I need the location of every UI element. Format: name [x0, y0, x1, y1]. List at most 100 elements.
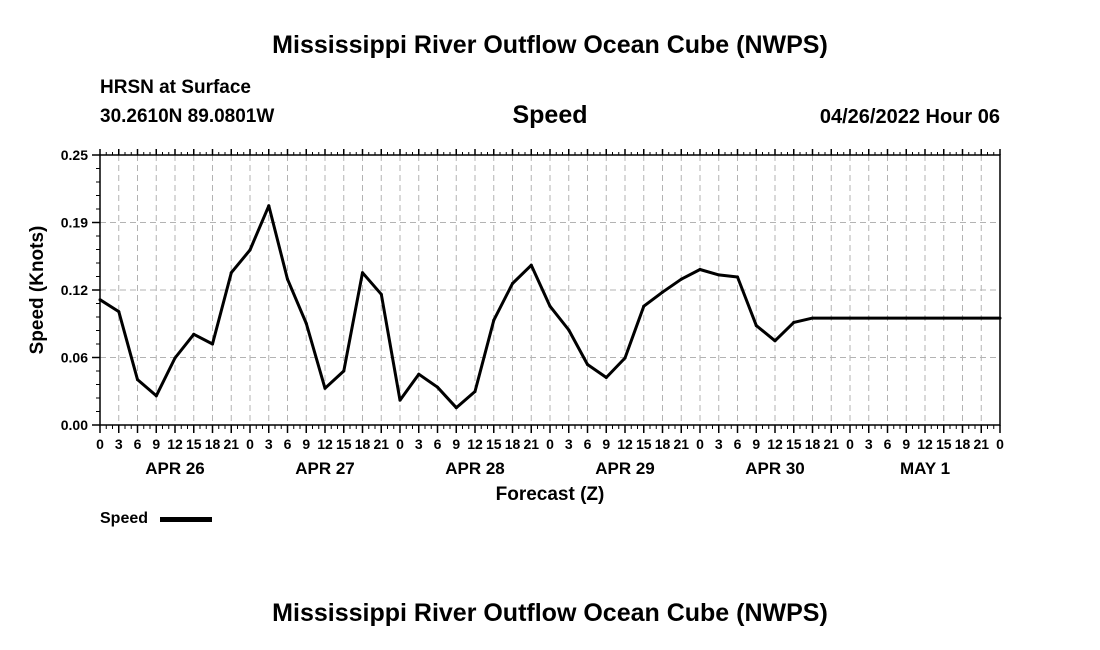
speed-data-point [248, 248, 252, 252]
speed-data-point [267, 204, 271, 208]
x-tick-label: 12 [767, 436, 783, 452]
x-tick-label: 0 [996, 436, 1004, 452]
speed-data-point [98, 298, 102, 302]
x-tick-label: 12 [167, 436, 183, 452]
y-tick-label: 0.06 [61, 350, 88, 366]
x-axis-title: Forecast (Z) [496, 484, 605, 505]
x-tick-label: 12 [917, 436, 933, 452]
speed-data-point [323, 386, 327, 390]
x-tick-label: 21 [973, 436, 989, 452]
speed-data-point [286, 277, 289, 281]
x-tick-label: 3 [865, 436, 873, 452]
x-tick-label: 21 [673, 436, 689, 452]
location-label: HRSN at Surface [100, 77, 251, 98]
x-tick-label: 9 [902, 436, 910, 452]
coordinates-label: 30.2610N 89.0801W [100, 106, 275, 127]
footer-title: Mississippi River Outflow Ocean Cube (NW… [272, 599, 828, 627]
x-tick-label: 12 [317, 436, 333, 452]
plot-frame [99, 154, 1001, 426]
x-tick-label: 3 [115, 436, 123, 452]
speed-data-point [867, 316, 871, 320]
speed-data-point [361, 271, 364, 275]
datetime-label: 04/26/2022 Hour 06 [819, 106, 1000, 128]
x-tick-label: 6 [884, 436, 892, 452]
speed-data-point [473, 390, 477, 394]
speed-data-point [492, 318, 496, 322]
x-tick-label: 3 [415, 436, 423, 452]
y-tick-label: 0.00 [61, 417, 88, 433]
y-tick-label: 0.12 [61, 282, 88, 298]
speed-data-point [511, 282, 514, 286]
day-label: APR 28 [445, 459, 505, 478]
x-tick-label: 6 [584, 436, 592, 452]
x-tick-label: 3 [715, 436, 723, 452]
speed-data-point [942, 316, 946, 320]
x-tick-label: 15 [936, 436, 952, 452]
x-tick-label: 0 [96, 436, 104, 452]
x-tick-label: 15 [786, 436, 802, 452]
speed-data-point [136, 378, 139, 382]
x-tick-label: 15 [486, 436, 502, 452]
speed-data-point [586, 363, 589, 367]
speed-data-point [211, 342, 214, 346]
day-label: APR 26 [145, 459, 205, 478]
x-tick-label: 0 [846, 436, 854, 452]
x-tick-label: 18 [355, 436, 371, 452]
speed-data-point [904, 316, 908, 320]
x-tick-label: 9 [302, 436, 310, 452]
x-tick-label: 15 [186, 436, 202, 452]
x-tick-label: 3 [565, 436, 573, 452]
chart-title: Mississippi River Outflow Ocean Cube (NW… [272, 31, 828, 59]
speed-data-point [229, 271, 233, 275]
speed-data-point [548, 304, 552, 308]
legend-line-swatch [160, 517, 212, 522]
speed-data-point [829, 316, 833, 320]
x-tick-label: 9 [602, 436, 610, 452]
speed-data-point [698, 267, 702, 271]
speed-data-point [661, 290, 664, 294]
speed-data-point [567, 328, 571, 332]
speed-data-point [642, 304, 646, 308]
speed-data-point [961, 316, 964, 320]
speed-data-point [398, 398, 402, 402]
x-tick-label: 6 [734, 436, 742, 452]
x-tick-label: 21 [223, 436, 239, 452]
day-label: APR 27 [295, 459, 355, 478]
variable-label: Speed [512, 101, 588, 129]
x-tick-label: 0 [396, 436, 404, 452]
x-tick-label: 6 [284, 436, 292, 452]
x-tick-label: 21 [823, 436, 839, 452]
x-tick-label: 0 [546, 436, 554, 452]
x-tick-label: 9 [152, 436, 160, 452]
speed-data-point [379, 292, 383, 296]
y-tick-label: 0.25 [61, 147, 88, 163]
speed-data-point [623, 356, 627, 360]
x-tick-label: 9 [752, 436, 760, 452]
x-tick-label: 0 [246, 436, 254, 452]
speed-data-point [304, 321, 308, 325]
speed-data-point [886, 316, 889, 320]
x-tick-label: 6 [134, 436, 142, 452]
speed-data-point [923, 316, 927, 320]
x-tick-label: 12 [467, 436, 483, 452]
day-label: APR 29 [595, 459, 655, 478]
x-tick-label: 6 [434, 436, 442, 452]
x-tick-label: 3 [265, 436, 273, 452]
y-tick-label: 0.19 [61, 215, 88, 231]
x-tick-label: 15 [336, 436, 352, 452]
x-tick-label: 18 [505, 436, 521, 452]
speed-data-point [154, 394, 158, 398]
x-tick-label: 18 [955, 436, 971, 452]
speed-data-point [754, 324, 758, 328]
x-tick-label: 15 [636, 436, 652, 452]
speed-data-point [717, 273, 721, 277]
speed-data-point [998, 316, 1002, 320]
speed-data-point [736, 275, 739, 279]
legend-label: Speed [100, 510, 149, 527]
speed-data-point [342, 369, 346, 373]
x-tick-label: 9 [452, 436, 460, 452]
speed-data-point [848, 316, 852, 320]
speed-data-point [604, 375, 608, 379]
speed-data-point [454, 406, 458, 410]
speed-data-point [792, 320, 796, 324]
